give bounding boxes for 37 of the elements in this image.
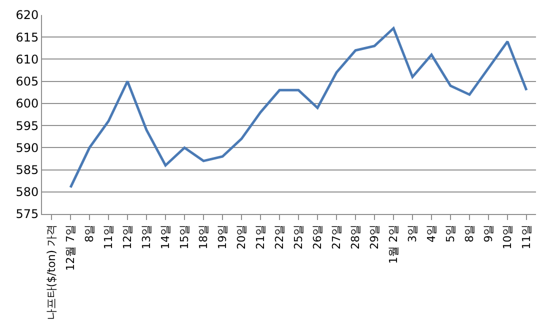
x-tick-label: 14일 (159, 224, 172, 250)
x-tick-label: 11일 (102, 224, 116, 250)
x-tick-label: 8일 (463, 224, 476, 242)
y-tick-label: 595 (16, 118, 39, 133)
x-tick-label: 8일 (83, 224, 96, 242)
x-tick-label: 20일 (235, 224, 248, 250)
y-tick-label: 610 (16, 52, 39, 66)
y-tick-label: 580 (16, 185, 39, 200)
x-tick-label: 12월 7일 (64, 224, 78, 271)
x-tick-label: 29일 (368, 224, 382, 250)
x-tick-label: 26일 (311, 224, 324, 250)
x-tick-label: 15일 (178, 224, 192, 250)
x-tick-label: 13일 (140, 224, 154, 250)
x-tick-label: 12일 (121, 224, 134, 250)
y-tick-label: 615 (16, 30, 39, 44)
x-tick-label: 21일 (254, 224, 268, 250)
x-tick-label: 19일 (216, 224, 230, 250)
y-tick-label: 600 (16, 96, 39, 111)
x-tick-label: 22일 (273, 224, 286, 250)
x-tick-label: 4일 (425, 224, 438, 242)
x-tick-label: 10일 (501, 224, 514, 250)
y-tick-label: 605 (16, 74, 39, 89)
x-tick-label: 1월 2일 (387, 224, 400, 264)
x-tick-label: 28일 (349, 224, 362, 250)
x-tick-label: 나프타($/ton) 가격 (45, 224, 58, 320)
x-tick-label: 25일 (292, 224, 306, 250)
x-tick-label: 9일 (482, 224, 496, 242)
line-series (69, 27, 528, 189)
x-tick-label: 5일 (444, 224, 458, 242)
x-tick-label: 11일 (520, 224, 534, 250)
y-tick-label: 575 (16, 207, 39, 222)
y-tick-label: 590 (16, 140, 39, 155)
x-tick-label: 18일 (197, 224, 210, 250)
x-tick-label: 27일 (330, 224, 344, 250)
x-tick-label: 3일 (406, 224, 420, 242)
y-tick-label: 585 (16, 162, 39, 177)
y-tick-label: 620 (16, 8, 39, 22)
